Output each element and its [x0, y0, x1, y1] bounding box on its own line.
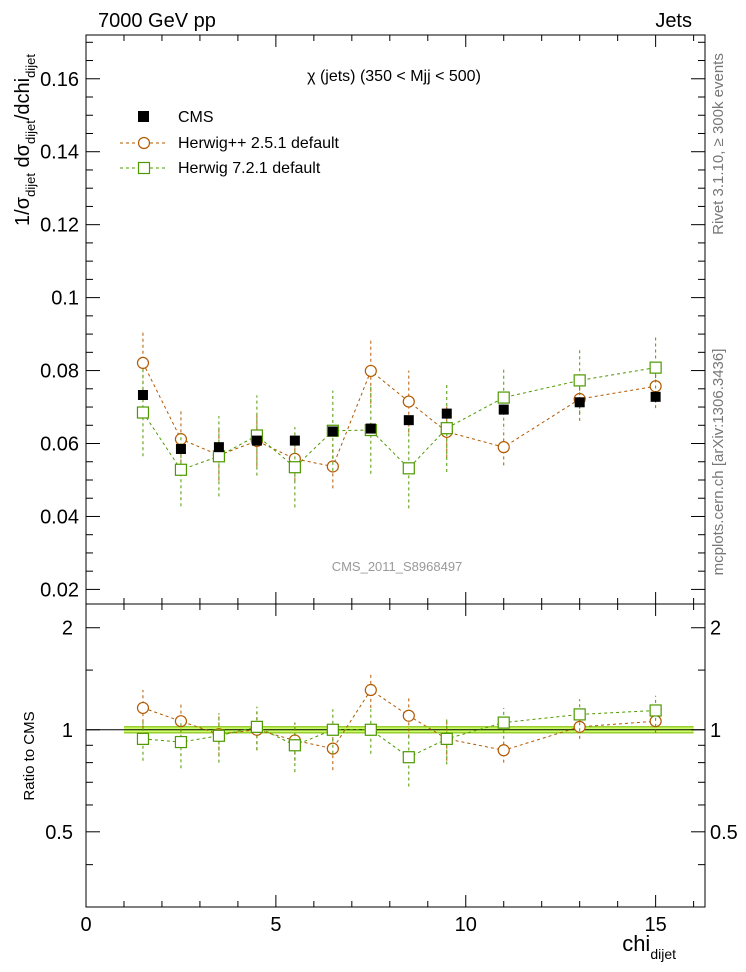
ratio-point-herwig7	[212, 729, 226, 742]
ratio-frame	[85, 603, 706, 908]
point-herwig7	[402, 462, 415, 475]
ratio-y-axis-label: Ratio to CMS	[21, 711, 38, 800]
chart-title: χ (jets) (350 < Mjj < 500)	[307, 68, 481, 85]
y-axis-label: 1/σdijet dσdijet/dchidijet	[12, 54, 38, 226]
svg-text:chidijet: chidijet	[622, 931, 676, 962]
point-cms	[289, 435, 300, 446]
point-cms	[403, 415, 414, 426]
ratio-point-herwig7	[174, 735, 188, 749]
ratio-point-herwigpp	[136, 701, 150, 715]
ratio-point-herwig7	[440, 732, 453, 745]
ratio-tick-label-right: 2	[710, 618, 721, 640]
point-herwigpp	[497, 441, 510, 454]
legend: CMS Herwig++ 2.5.1 default Herwig 7.2.1 …	[120, 109, 340, 177]
header-left-label: 7000 GeV pp	[98, 10, 216, 32]
point-cms	[574, 397, 585, 408]
point-cms	[251, 435, 262, 446]
mcplots-label: mcplots.cern.ch [arXiv:1306.3436]	[710, 349, 727, 576]
legend-marker-cms	[138, 111, 149, 122]
ratio-point-herwigpp	[402, 709, 415, 722]
legend-label-cms: CMS	[178, 109, 214, 126]
y-tick-label: 0.02	[40, 579, 79, 601]
point-herwigpp	[326, 460, 339, 473]
main-axes: 0.02 0.04 0.06 0.08 0.1 0.12 0.14 0.16	[40, 35, 705, 604]
x-tick-label: 10	[455, 914, 477, 936]
ratio-point-herwigpp	[326, 742, 339, 755]
ratio-point-herwig7	[573, 708, 586, 721]
point-herwigpp	[364, 364, 377, 378]
point-herwig7	[174, 463, 188, 476]
legend-label-herwigpp: Herwig++ 2.5.1 default	[178, 135, 340, 152]
ratio-panel: 0 5 10 15 0.5 0.5 1 1 2 2	[45, 603, 738, 936]
legend-marker-herwig7	[137, 161, 151, 175]
y-tick-label: 0.14	[40, 142, 79, 164]
point-herwigpp	[402, 395, 415, 408]
ratio-point-herwig7	[250, 720, 263, 733]
x-tick-label: 5	[270, 914, 281, 936]
y-tick-label: 0.04	[40, 506, 79, 528]
y-tick-label: 0.08	[40, 361, 79, 383]
ratio-tick-label-right: 1	[710, 720, 721, 742]
point-herwig7	[288, 461, 301, 474]
point-cms	[175, 443, 186, 454]
point-cms	[365, 423, 376, 434]
point-cms	[213, 442, 224, 453]
y-tick-label: 0.06	[40, 434, 79, 456]
ratio-point-herwigpp	[497, 744, 510, 757]
ratio-line-herwig7	[142, 709, 656, 758]
analysis-watermark: CMS_2011_S8968497	[332, 559, 463, 574]
ratio-line-herwigpp	[142, 689, 656, 751]
ratio-point-herwig7	[364, 723, 377, 736]
y-tick-label: 0.16	[40, 69, 79, 91]
point-herwig7	[212, 450, 226, 463]
ratio-point-herwig7	[288, 739, 301, 752]
legend-marker-herwigpp	[137, 136, 151, 150]
x-axis-label: chidijet	[622, 931, 676, 962]
ratio-point-herwig7	[326, 723, 339, 736]
ratio-series	[136, 674, 662, 787]
ratio-tick-label-right: 0.5	[710, 822, 738, 844]
ratio-tick-label-left: 1	[62, 720, 73, 742]
ratio-point-herwig7	[649, 704, 662, 717]
point-cms	[137, 390, 148, 401]
point-herwig7	[440, 422, 453, 435]
point-cms	[498, 404, 509, 415]
x-tick-label: 0	[80, 914, 91, 936]
ratio-point-herwig7	[497, 716, 510, 729]
ratio-point-herwig7	[402, 751, 415, 764]
main-panel: 0.02 0.04 0.06 0.08 0.1 0.12 0.14 0.16 χ (jets)…	[40, 34, 706, 605]
y-tick-label: 0.1	[51, 288, 79, 310]
svg-text:1/σdijet dσdijet/dchidijet: 1/σdijet dσdijet/dchidijet	[12, 54, 38, 226]
y-tick-label: 0.12	[40, 215, 79, 237]
point-cms	[327, 426, 338, 437]
main-series	[136, 330, 662, 509]
point-herwig7	[573, 374, 586, 387]
ratio-axes: 0 5 10 15 0.5 0.5 1 1 2 2	[45, 604, 738, 936]
ratio-reference-band	[86, 726, 705, 734]
point-herwig7	[497, 391, 510, 404]
ratio-point-herwigpp	[174, 715, 188, 728]
ratio-point-herwig7	[136, 732, 150, 745]
point-cms	[650, 391, 661, 402]
ratio-point-herwigpp	[573, 720, 586, 733]
point-herwig7	[649, 361, 662, 374]
rivet-label: Rivet 3.1.10, ≥ 300k events	[710, 53, 727, 235]
point-cms	[441, 408, 452, 419]
series-line-herwig7	[142, 367, 656, 471]
ratio-tick-label-left: 2	[62, 618, 73, 640]
x-tick-label: 15	[645, 914, 667, 936]
point-herwig7	[136, 406, 150, 419]
point-herwigpp	[136, 356, 150, 370]
legend-label-herwig7: Herwig 7.2.1 default	[178, 160, 321, 177]
ratio-tick-label-left: 0.5	[45, 822, 73, 844]
ratio-point-herwigpp	[364, 683, 377, 697]
header-right-label: Jets	[655, 10, 692, 32]
